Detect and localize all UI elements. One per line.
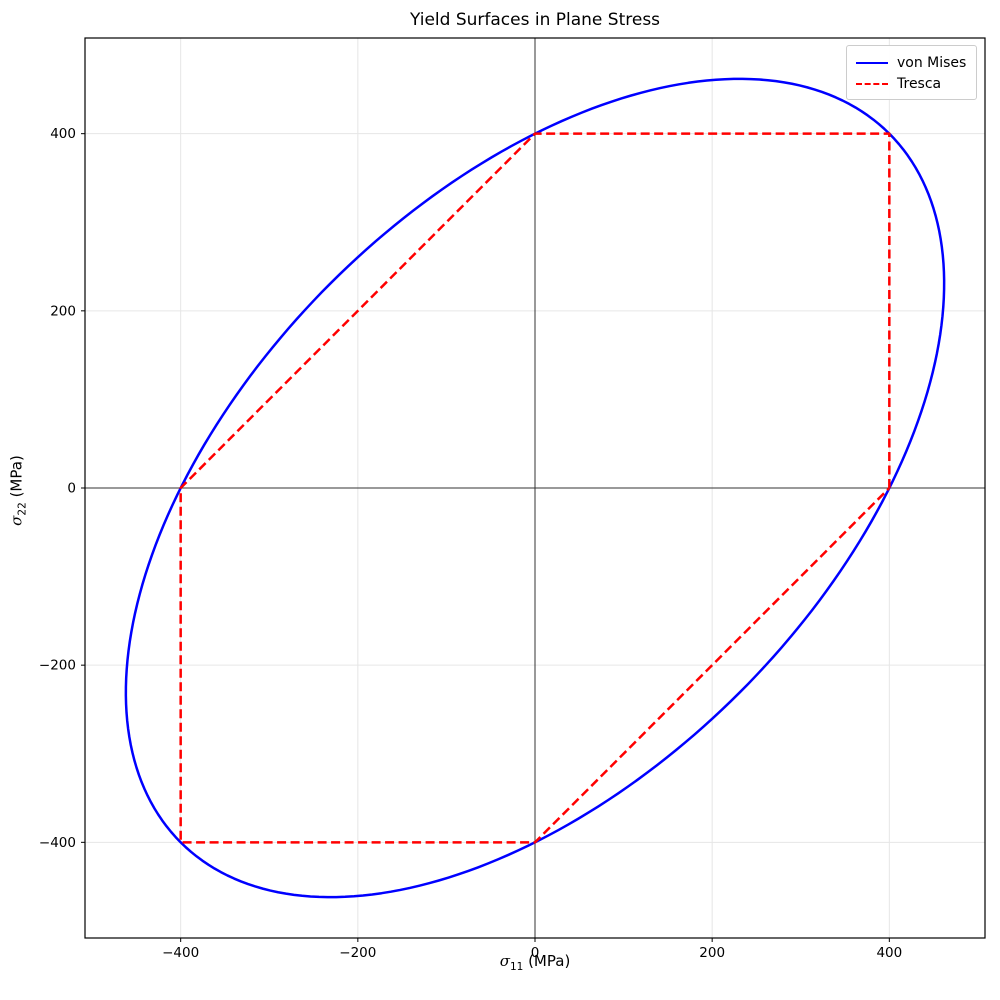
y-tick-label: −400 [39,835,76,851]
y-tick-label: −200 [39,658,76,674]
x-tick-label: 200 [699,945,725,961]
x-axis-label-subscript: 11 [509,961,524,973]
x-tick-label: 0 [531,945,540,961]
series-tresca [179,132,891,844]
legend-item-von-mises: von Mises [856,52,967,73]
y-tick-label: 200 [50,303,76,319]
y-axis-label-subscript: 22 [16,502,29,516]
legend: von Mises Tresca [846,45,977,100]
y-axis-label-sigma: σ [7,515,26,526]
x-axis-label: σ11 (MPa) [85,952,985,973]
x-axis-label-unit: (MPa) [523,952,571,970]
y-tick-label: 400 [50,126,76,142]
chart-title: Yield Surfaces in Plane Stress [409,10,661,30]
x-axis-label-sigma: σ [499,952,510,970]
y-axis-label-unit: (MPa) [7,455,26,503]
legend-line-von-mises [856,61,888,64]
x-tick-label: 400 [876,945,902,961]
y-axis-label: σ22 (MPa) [8,421,29,561]
legend-line-tresca [856,82,888,85]
x-tick-label: −200 [339,945,376,961]
legend-label-tresca: Tresca [897,75,942,92]
y-tick-label: 0 [67,481,76,497]
x-tick-label: −400 [162,945,199,961]
legend-item-tresca: Tresca [856,73,967,94]
legend-label-von-mises: von Mises [897,54,967,71]
